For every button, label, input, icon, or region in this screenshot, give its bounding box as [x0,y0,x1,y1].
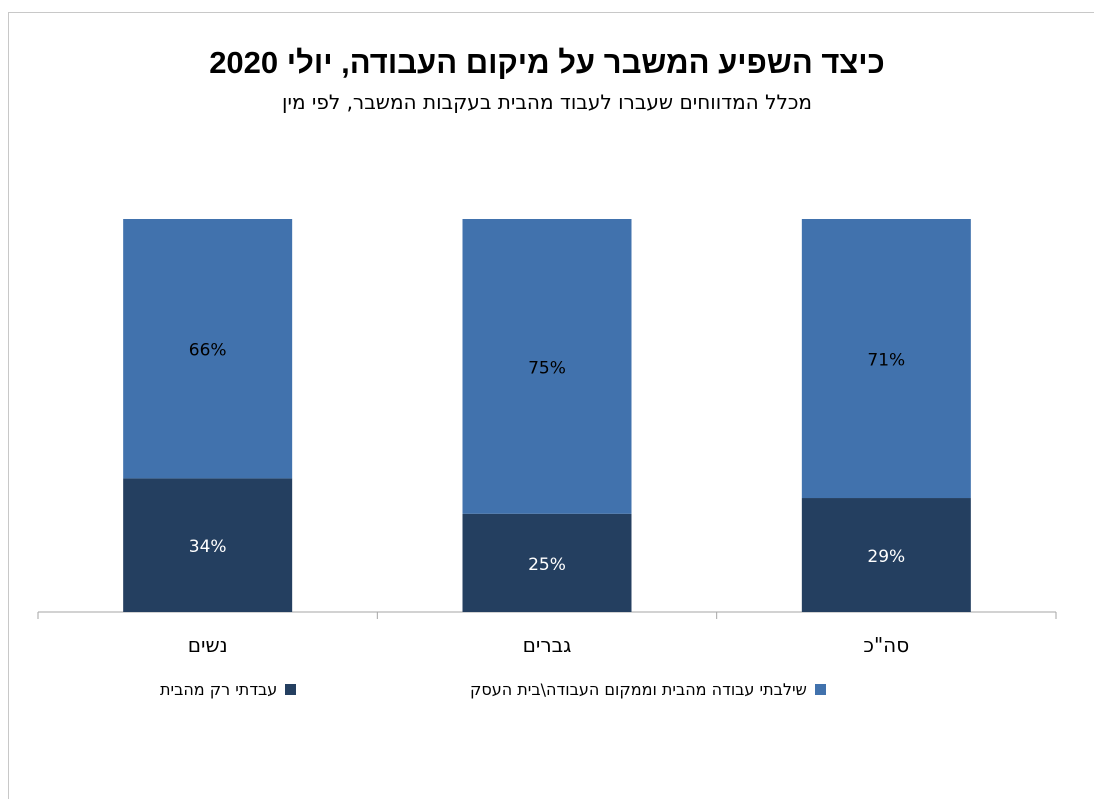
bar-segment-0-2 [801,498,971,612]
bar-segment-1-2 [801,219,971,499]
bar-segment-0-1 [462,513,632,612]
category-label-0: נשים [188,633,228,657]
legend-swatch-combined [814,684,826,695]
data-label-1-1: 75% [528,358,566,378]
chart-subtitle: מכלל המדווחים שעברו לעבוד מהבית בעקבות ה… [282,90,812,114]
data-label-1-0: 66% [189,341,227,361]
bar-segment-1-0 [123,219,293,479]
category-label-2: סה"כ [863,633,909,657]
legend-item-combined: שילבתי עבודה מהבית וממקום העבודה\בית העס… [470,680,826,699]
legend-swatch-home-only [285,684,297,695]
chart-frame [8,12,1094,799]
bar-segment-0-0 [123,478,293,612]
legend-label-home-only: עבדתי רק מהבית [160,680,278,699]
category-label-1: גברים [523,633,572,657]
bar-segment-1-1 [462,219,632,514]
chart-title: כיצד השפיע המשבר על מיקום העבודה, יולי 2… [209,45,885,80]
data-label-0-1: 25% [528,555,566,575]
legend: עבדתי רק מהבית שילבתי עבודה מהבית וממקום… [0,680,1094,704]
legend-label-combined: שילבתי עבודה מהבית וממקום העבודה\בית העס… [470,680,807,699]
data-label-0-0: 34% [189,537,227,557]
data-label-0-2: 29% [867,547,905,567]
data-label-1-2: 71% [867,351,905,371]
legend-item-home-only: עבדתי רק מהבית [160,680,297,699]
